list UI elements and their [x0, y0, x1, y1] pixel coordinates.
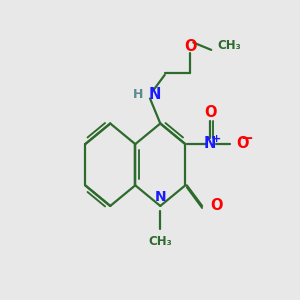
Text: O: O [184, 39, 196, 54]
Text: −: − [240, 131, 253, 146]
Text: O: O [236, 136, 248, 151]
Text: O: O [205, 105, 217, 120]
Text: N: N [204, 136, 216, 151]
Text: +: + [212, 134, 221, 144]
Text: H: H [133, 88, 143, 100]
Text: CH₃: CH₃ [148, 236, 172, 248]
Text: CH₃: CH₃ [217, 39, 241, 52]
Text: N: N [155, 190, 167, 205]
Text: O: O [210, 198, 222, 213]
Text: N: N [149, 87, 161, 102]
